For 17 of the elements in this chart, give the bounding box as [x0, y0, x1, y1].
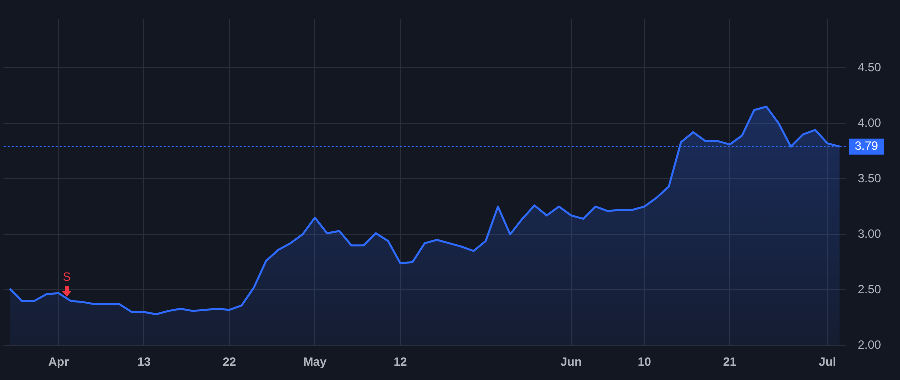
- y-tick-label: 2.00: [858, 338, 882, 352]
- y-tick-label: 4.50: [858, 60, 882, 74]
- y-tick-label: 2.50: [858, 282, 882, 296]
- x-tick-label: May: [303, 355, 328, 370]
- annotation: S: [62, 270, 72, 284]
- y-tick-label: 3.50: [858, 171, 882, 186]
- x-tick-label: 22: [223, 355, 237, 370]
- y-tick-label: 3.00: [858, 226, 882, 241]
- x-tick-label: 21: [723, 355, 738, 370]
- y-tick-label: 4.00: [858, 116, 882, 130]
- x-tick-label: Jun: [560, 355, 582, 370]
- x-tick-label: Apr: [48, 355, 70, 370]
- ref-line-label: 3.79: [855, 139, 879, 154]
- x-tick-label: 12: [394, 355, 408, 370]
- x-tick-label: Jul: [819, 355, 836, 370]
- x-tick-label: 13: [138, 355, 152, 370]
- x-tick-label: 10: [638, 355, 652, 370]
